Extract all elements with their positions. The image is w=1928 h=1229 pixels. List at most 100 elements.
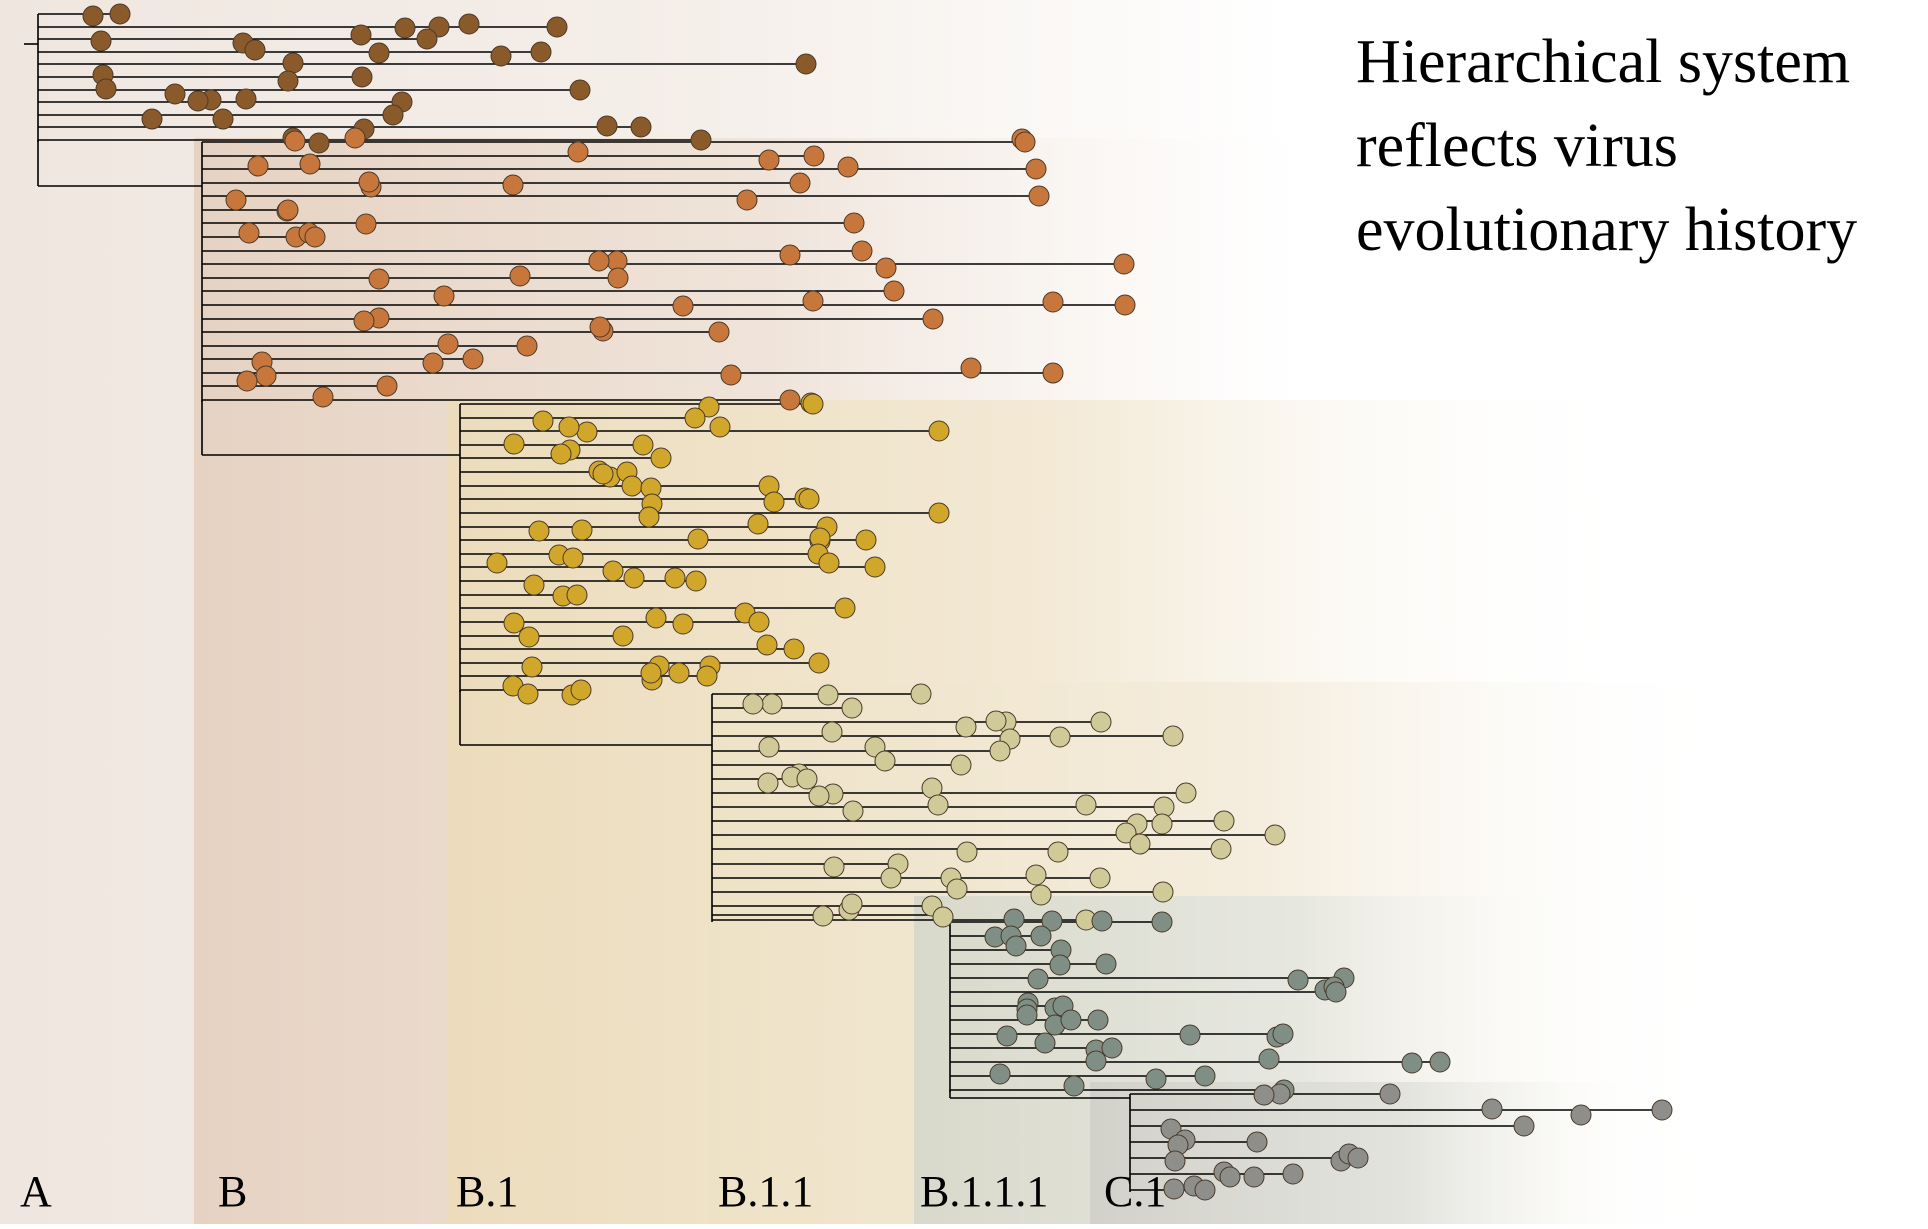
tip-node <box>90 30 112 52</box>
tip-node <box>927 794 949 816</box>
tip-node <box>1091 910 1113 932</box>
tip-node <box>640 662 662 684</box>
tip-node <box>1246 1131 1268 1153</box>
tip-node <box>235 88 257 110</box>
tip-node <box>1264 824 1286 846</box>
tip-node <box>299 153 321 175</box>
tip-node <box>82 5 104 27</box>
tip-node <box>798 488 820 510</box>
tip-node <box>880 867 902 889</box>
tip-node <box>566 584 588 606</box>
tip-node <box>874 750 896 772</box>
clade-label-a: A <box>20 1167 52 1216</box>
tip-node <box>562 547 584 569</box>
tip-node <box>1429 1051 1451 1073</box>
tip-node <box>1145 1068 1167 1090</box>
tip-node <box>1047 841 1069 863</box>
tip-node <box>255 365 277 387</box>
tip-node <box>1095 953 1117 975</box>
tip-node <box>1063 1075 1085 1097</box>
tip-node <box>571 519 593 541</box>
tip-node <box>1090 711 1112 733</box>
tip-node <box>747 513 769 535</box>
tip-node <box>1042 362 1064 384</box>
tip-node <box>630 116 652 138</box>
tip-node <box>956 841 978 863</box>
tip-node <box>989 1063 1011 1085</box>
tip-node <box>1016 1004 1038 1026</box>
tip-node <box>141 108 163 130</box>
tip-node <box>350 24 372 46</box>
tip-node <box>1151 813 1173 835</box>
tip-node <box>779 244 801 266</box>
tip-node <box>1027 968 1049 990</box>
tip-node <box>841 893 863 915</box>
tip-node <box>946 878 968 900</box>
tip-node <box>458 13 480 35</box>
tip-node <box>623 567 645 589</box>
tip-node <box>353 310 375 332</box>
tip-node <box>351 66 373 88</box>
tip-node <box>422 352 444 374</box>
tip-node <box>596 115 618 137</box>
tip-node <box>823 856 845 878</box>
tip-node <box>1379 1083 1401 1105</box>
tip-node <box>757 772 779 794</box>
tip-node <box>709 416 731 438</box>
tip-node <box>490 45 512 67</box>
tip-node <box>518 626 540 648</box>
tip-node <box>632 434 654 456</box>
tip-node <box>1570 1104 1592 1126</box>
tip-node <box>1114 294 1136 316</box>
tip-node <box>685 570 707 592</box>
tip-node <box>779 389 801 411</box>
tip-node <box>1075 794 1097 816</box>
tip-node <box>1115 822 1137 844</box>
tip-node <box>763 491 785 513</box>
tip-node <box>1163 1178 1185 1200</box>
tip-node <box>672 613 694 635</box>
tip-node <box>502 174 524 196</box>
tip-node <box>834 597 856 619</box>
tip-node <box>960 357 982 379</box>
tip-node <box>308 132 330 154</box>
tip-node <box>875 257 897 279</box>
tip-node <box>932 906 954 928</box>
tip-node <box>523 574 545 596</box>
tip-node <box>1651 1099 1673 1121</box>
tip-node <box>589 316 611 338</box>
tip-node <box>1030 925 1052 947</box>
tip-node <box>985 710 1007 732</box>
tip-node <box>244 39 266 61</box>
tip-node <box>928 420 950 442</box>
tip-node <box>1282 1163 1304 1185</box>
tip-node <box>550 443 572 465</box>
tip-node <box>690 129 712 151</box>
tip-node <box>1179 1024 1201 1046</box>
tip-node <box>602 560 624 582</box>
tip-node <box>795 53 817 75</box>
tip-node <box>1034 1032 1056 1054</box>
tip-node <box>1085 1050 1107 1072</box>
figure-title-line-2: reflects virus <box>1356 112 1678 180</box>
tip-node <box>1014 131 1036 153</box>
tip-node <box>842 800 864 822</box>
tip-node <box>1210 838 1232 860</box>
tip-node <box>576 421 598 443</box>
tip-node <box>187 90 209 112</box>
tip-node <box>1258 1048 1280 1070</box>
tip-node <box>756 634 778 656</box>
tip-node <box>592 463 614 485</box>
tip-node <box>1087 1009 1109 1031</box>
tip-node <box>1272 1023 1294 1045</box>
tip-node <box>672 295 694 317</box>
figure-title-line-3: evolutionary history <box>1356 196 1857 264</box>
clade-label-b11: B.1.1 <box>718 1167 813 1216</box>
tip-node <box>1253 1084 1275 1106</box>
tip-node <box>1481 1098 1503 1120</box>
tip-node <box>312 386 334 408</box>
tip-node <box>344 127 366 149</box>
tip-node <box>612 625 634 647</box>
tip-node <box>1030 884 1052 906</box>
